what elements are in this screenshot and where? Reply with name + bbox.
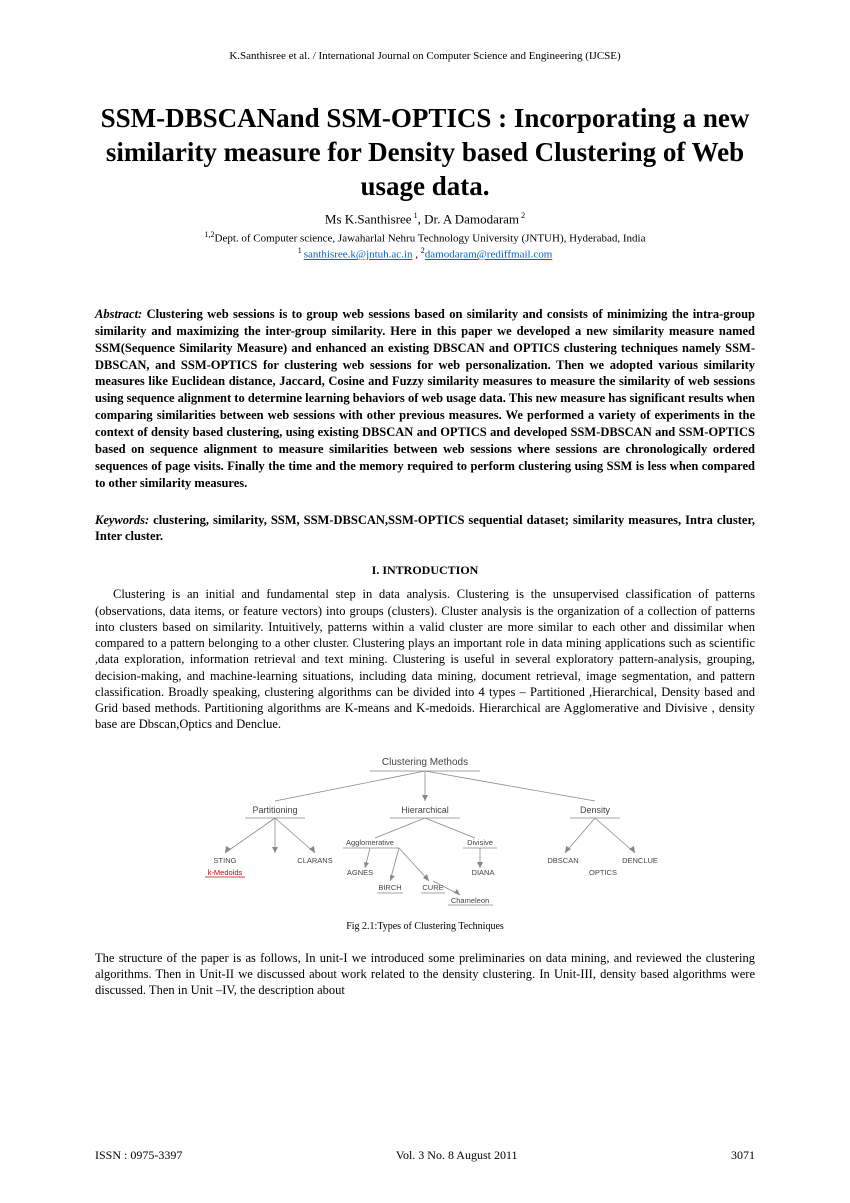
running-header: K.Santhisree et al. / International Jour… — [95, 50, 755, 62]
figure-tree: Clustering Methods Partitioning Hierarch… — [95, 753, 755, 932]
intro-paragraph: Clustering is an initial and fundamental… — [95, 586, 755, 732]
tree-d-l1 — [565, 818, 595, 853]
tree-ha-l3 — [399, 848, 429, 881]
tree-p-a3 — [309, 846, 315, 853]
leaf-optics: OPTICS — [589, 868, 617, 877]
tree-arrow-mid — [422, 795, 428, 801]
tree-cure-cham-a — [454, 889, 460, 895]
tree-p-l1 — [225, 818, 275, 853]
authors-line: Ms K.Santhisree 1, Dr. A Damodaram 2 — [95, 211, 755, 227]
email-1-link[interactable]: santhisree.k@jntuh.ac.in — [304, 249, 413, 261]
author-2: Dr. A Damodaram — [424, 212, 519, 227]
affiliation-line: 1,2Dept. of Computer science, Jawaharlal… — [95, 230, 755, 245]
leaf-kmedoids: k-Medoids — [208, 868, 243, 877]
tree-mid-2: Hierarchical — [401, 805, 449, 815]
leaf-agg: Agglomerative — [346, 838, 394, 847]
tree-p-a1 — [225, 846, 231, 853]
keywords-text: clustering, similarity, SSM, SSM-DBSCAN,… — [95, 513, 755, 544]
keywords-block: Keywords: clustering, similarity, SSM, S… — [95, 512, 755, 546]
tree-ha-a2 — [390, 875, 395, 881]
tree-p-a2 — [272, 847, 278, 853]
leaf-sting: STING — [214, 856, 237, 865]
tree-root: Clustering Methods — [382, 757, 468, 768]
tree-mid-3: Density — [580, 805, 611, 815]
author-1-sup: 1 — [412, 211, 418, 220]
figure-caption: Fig 2.1:Types of Clustering Techniques — [95, 921, 755, 932]
leaf-div: Divisive — [467, 838, 493, 847]
emails-line: 1 santhisree.k@jntuh.ac.in , 2damodaram@… — [95, 246, 755, 261]
author-1: Ms K.Santhisree — [325, 212, 412, 227]
page: K.Santhisree et al. / International Jour… — [0, 0, 850, 1203]
keywords-label: Keywords: — [95, 513, 149, 527]
footer-issn: ISSN : 0975-3397 — [95, 1148, 182, 1163]
tree-d-l2 — [595, 818, 635, 853]
leaf-diana: DIANA — [472, 868, 495, 877]
leaf-denclue: DENCLUE — [622, 856, 658, 865]
author-2-sup: 2 — [519, 211, 525, 220]
leaf-birch: BIRCH — [378, 883, 401, 892]
tree-mid-1: Partitioning — [252, 805, 297, 815]
email-2-link[interactable]: damodaram@rediffmail.com — [425, 249, 553, 261]
tree-branch-1 — [275, 771, 425, 801]
aff-sup: 1,2 — [205, 230, 215, 239]
affiliation-text: Dept. of Computer science, Jawaharlal Ne… — [215, 232, 646, 244]
tree-p-l3 — [275, 818, 315, 853]
leaf-cure: CURE — [422, 883, 443, 892]
footer-vol: Vol. 3 No. 8 August 2011 — [396, 1148, 518, 1163]
leaf-clarans: CLARANS — [297, 856, 332, 865]
leaf-agnes: AGNES — [347, 868, 373, 877]
clustering-tree-svg: Clustering Methods Partitioning Hierarch… — [165, 753, 685, 908]
tree-branch-3 — [425, 771, 595, 801]
tree-h-l2 — [425, 818, 475, 838]
section-1-heading: I. INTRODUCTION — [95, 563, 755, 578]
abstract-block: Abstract: Clustering web sessions is to … — [95, 306, 755, 492]
leaf-dbscan: DBSCAN — [547, 856, 578, 865]
abstract-label: Abstract: — [95, 307, 142, 321]
tree-h-l1 — [375, 818, 425, 838]
page-footer: ISSN : 0975-3397 Vol. 3 No. 8 August 201… — [95, 1148, 755, 1163]
leaf-chameleon: Chameleon — [451, 896, 489, 905]
paper-title: SSM-DBSCANand SSM-OPTICS : Incorporating… — [95, 102, 755, 203]
tree-d-a2 — [629, 846, 635, 853]
footer-page: 3071 — [731, 1148, 755, 1163]
abstract-text: Clustering web sessions is to group web … — [95, 307, 755, 490]
closing-paragraph: The structure of the paper is as follows… — [95, 950, 755, 999]
